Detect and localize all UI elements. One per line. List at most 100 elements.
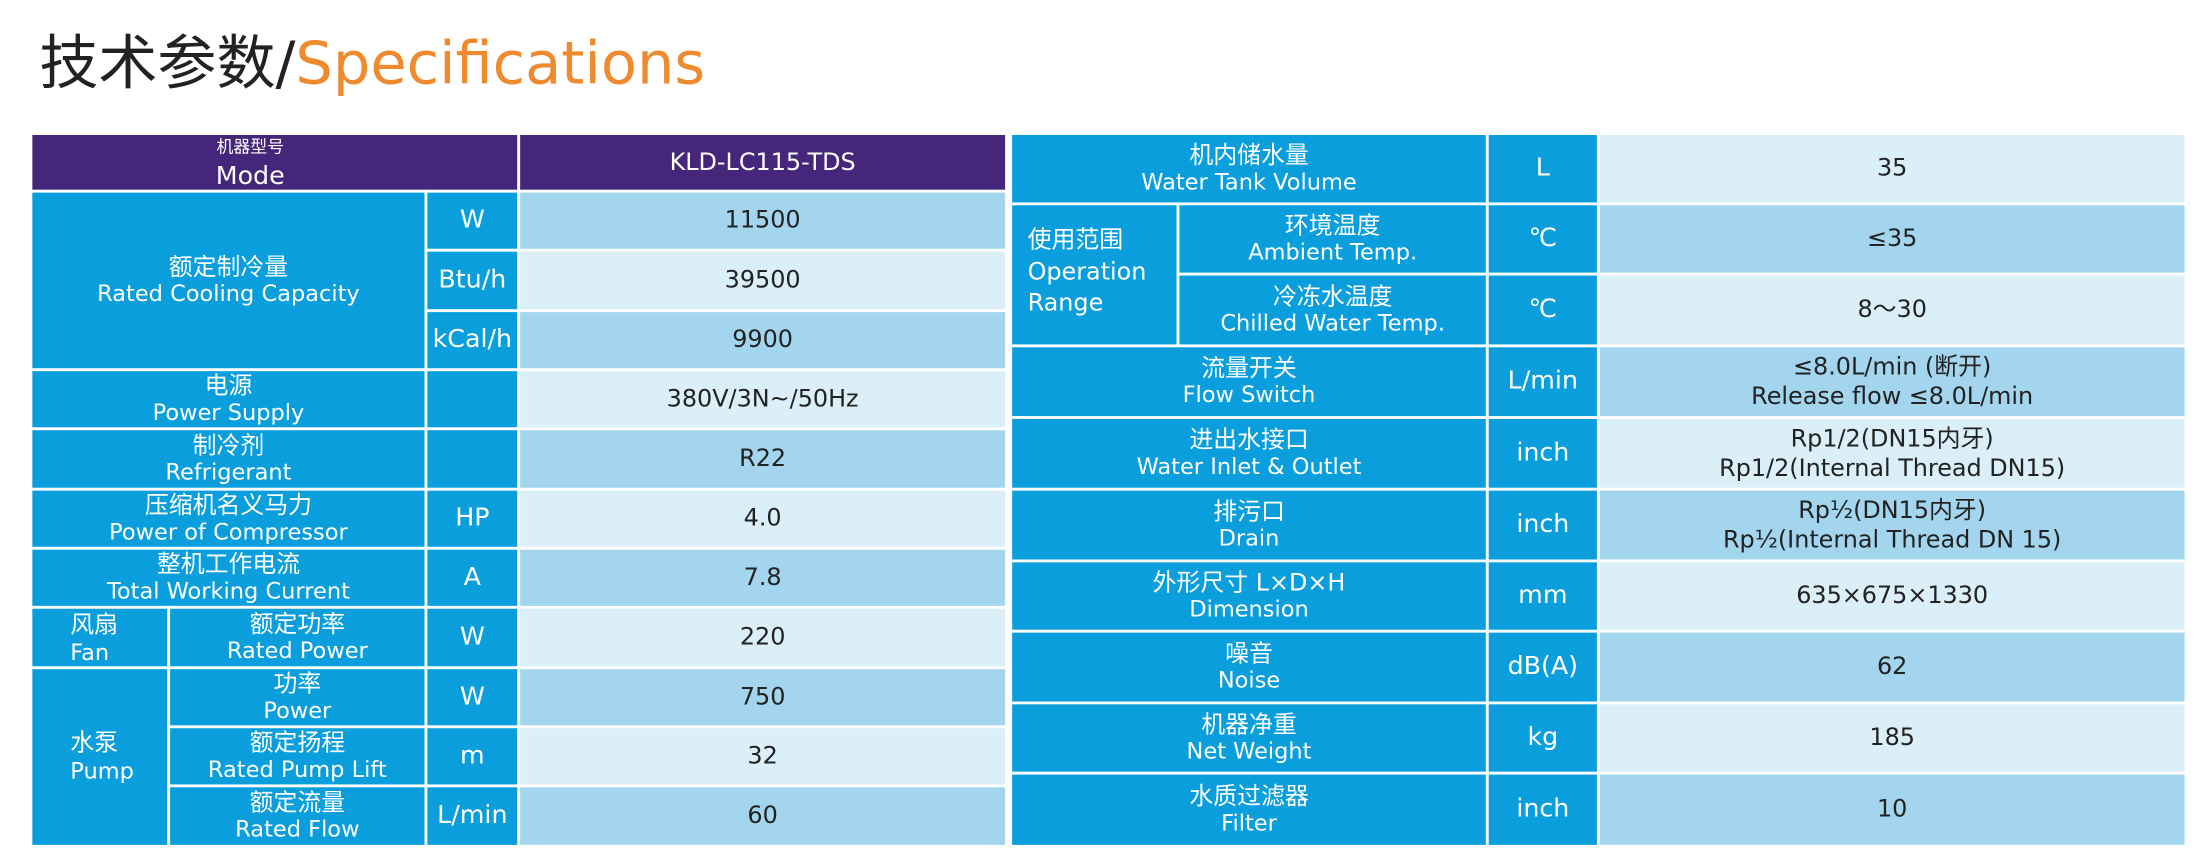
label-cn: 额定制冷量 bbox=[169, 253, 288, 281]
value-text: 62 bbox=[1877, 652, 1907, 680]
unit-text: inch bbox=[1516, 509, 1569, 538]
unit-text: ℃ bbox=[1529, 223, 1557, 252]
label-cn: 额定流量 bbox=[250, 788, 345, 816]
unit-text: L/min bbox=[1508, 366, 1578, 395]
value-cell bbox=[517, 784, 1008, 848]
unit-text: Btu/h bbox=[438, 264, 506, 293]
label-cn: 额定功率 bbox=[250, 610, 345, 638]
label-en: Dimension bbox=[1189, 597, 1309, 623]
value-text: 11500 bbox=[725, 206, 801, 234]
value-cell bbox=[1596, 487, 2188, 563]
value-text: 32 bbox=[747, 741, 777, 769]
title-cn: 技术参数/ bbox=[39, 29, 295, 98]
label-en: Power Supply bbox=[153, 400, 305, 426]
group-cell bbox=[29, 666, 171, 848]
value-cell bbox=[1596, 416, 2188, 491]
unit-text: dB(A) bbox=[1508, 651, 1578, 680]
value-cell bbox=[1596, 272, 2188, 348]
group-en: Fan bbox=[70, 640, 109, 666]
value-cell bbox=[517, 605, 1008, 670]
label-cn: 电源 bbox=[205, 372, 253, 400]
label-cell bbox=[29, 368, 428, 431]
label-cn: 进出水接口 bbox=[1189, 426, 1308, 454]
group-cell bbox=[1009, 202, 1180, 348]
label-en: Power of Compressor bbox=[109, 519, 348, 545]
group-cn: 使用范围 bbox=[1028, 225, 1124, 253]
value-text: 635×675×1330 bbox=[1796, 581, 1988, 609]
group-en: Range bbox=[1028, 289, 1104, 317]
unit-cell bbox=[1485, 771, 1600, 848]
title-en: Specifications bbox=[295, 29, 705, 98]
unit-cell bbox=[1485, 559, 1600, 633]
unit-text: inch bbox=[1516, 437, 1569, 466]
label-en: Rated Cooling Capacity bbox=[97, 281, 360, 307]
unit-text: L bbox=[1536, 153, 1550, 182]
label-cell bbox=[167, 725, 428, 788]
value-cell bbox=[517, 487, 1008, 550]
label-cell bbox=[29, 427, 428, 491]
label-en: Ambient Temp. bbox=[1248, 240, 1417, 266]
label-cell bbox=[1009, 629, 1489, 705]
label-en: Rated Pump Lift bbox=[208, 757, 387, 783]
unit-text: kg bbox=[1527, 722, 1558, 751]
unit-cell bbox=[424, 309, 521, 372]
value-text: 35 bbox=[1877, 154, 1907, 182]
value-text: ≤35 bbox=[1867, 224, 1917, 252]
label-cn: 制冷剂 bbox=[193, 431, 265, 459]
header-value-cell bbox=[517, 132, 1008, 193]
label-en: Total Working Current bbox=[106, 578, 350, 604]
group-cn: 风扇 bbox=[70, 611, 118, 639]
label-cn: 水质过滤器 bbox=[1189, 782, 1309, 810]
label-cell bbox=[1176, 272, 1489, 348]
label-en: Drain bbox=[1219, 526, 1280, 552]
unit-cell bbox=[1485, 701, 1600, 775]
label-cell bbox=[1009, 487, 1489, 563]
label-cell bbox=[1009, 416, 1489, 491]
header-en: Mode bbox=[216, 161, 285, 190]
unit-cell bbox=[424, 368, 521, 431]
group-cn: 水泵 bbox=[70, 729, 118, 757]
label-en: Filter bbox=[1221, 810, 1277, 836]
label-cn: 功率 bbox=[273, 670, 321, 698]
label-en: Rated Power bbox=[227, 638, 369, 664]
label-en: Rated Flow bbox=[235, 817, 359, 843]
header-label-cell bbox=[29, 132, 521, 193]
unit-text: kCal/h bbox=[433, 324, 512, 353]
group-en: Pump bbox=[70, 758, 134, 784]
label-cell bbox=[29, 189, 428, 372]
label-cell bbox=[1009, 344, 1489, 419]
unit-text: ℃ bbox=[1529, 294, 1557, 323]
label-cell bbox=[167, 605, 428, 670]
label-cell bbox=[1176, 202, 1489, 276]
value-text: Rp1/2(DN15内牙) bbox=[1791, 424, 1994, 452]
label-cn: 流量开关 bbox=[1201, 354, 1297, 382]
label-cn: 外形尺寸 L×D×H bbox=[1153, 568, 1346, 596]
value-cell bbox=[1596, 202, 2188, 276]
value-cell bbox=[1596, 559, 2188, 633]
unit-cell bbox=[424, 427, 521, 491]
label-en: Net Weight bbox=[1187, 739, 1312, 765]
model-text: KLD-LC115-TDS bbox=[670, 148, 856, 176]
value-cell bbox=[517, 725, 1008, 788]
unit-text: A bbox=[464, 562, 482, 591]
label-cn: 压缩机名义马力 bbox=[145, 491, 312, 519]
value-text: 380V/3N~/50Hz bbox=[667, 384, 859, 412]
label-en: Noise bbox=[1218, 668, 1280, 694]
label-cn: 排污口 bbox=[1213, 497, 1285, 525]
unit-cell bbox=[1485, 629, 1600, 705]
value-text: 750 bbox=[740, 682, 786, 710]
label-cn: 额定扬程 bbox=[250, 729, 345, 757]
label-en: Flow Switch bbox=[1183, 382, 1316, 408]
value-text: 220 bbox=[740, 623, 786, 651]
unit-cell bbox=[424, 605, 521, 670]
value-cell bbox=[1596, 344, 2188, 419]
group-en: Operation bbox=[1028, 258, 1147, 286]
unit-text: W bbox=[460, 205, 485, 234]
value-text: 4.0 bbox=[744, 504, 782, 532]
label-cell bbox=[1009, 771, 1489, 848]
value-text: R22 bbox=[739, 444, 786, 472]
value-cell bbox=[1596, 771, 2188, 848]
unit-cell bbox=[424, 784, 521, 848]
value-cell bbox=[517, 666, 1008, 729]
